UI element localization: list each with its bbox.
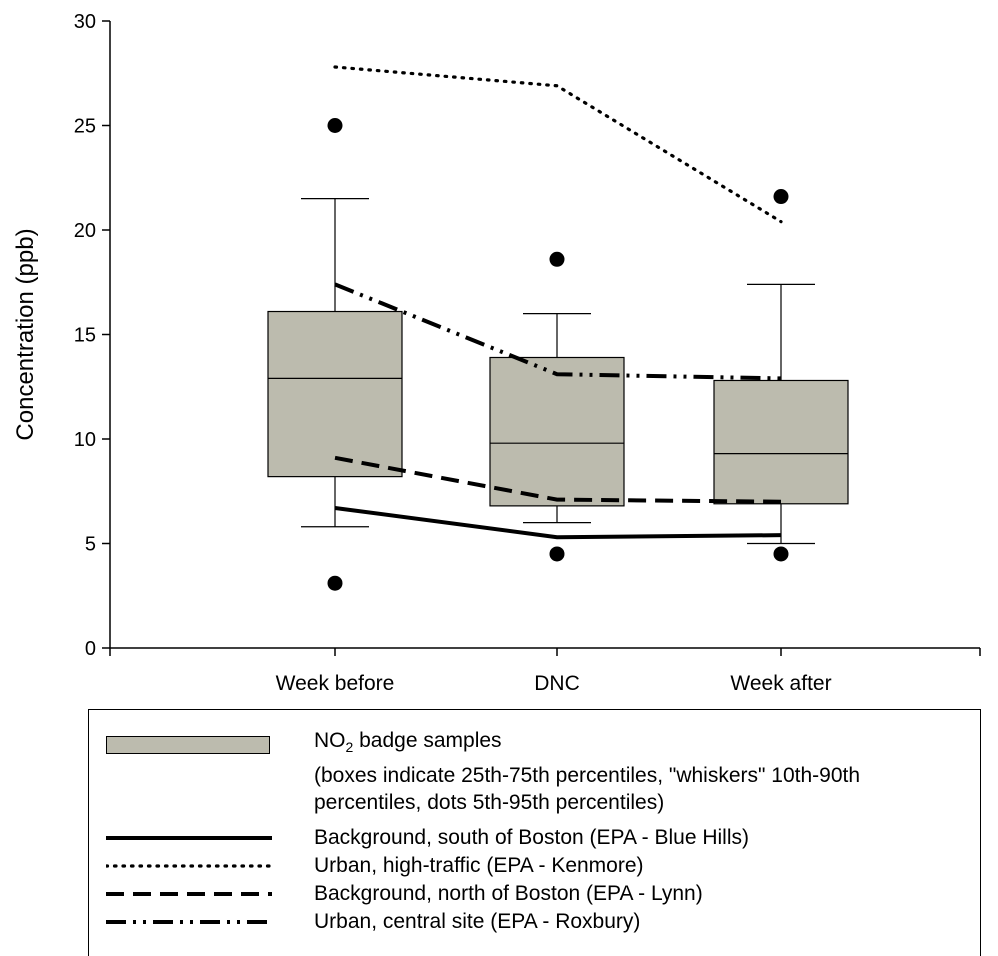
legend-swatch-line [106, 892, 272, 896]
y-tick-label: 25 [74, 116, 96, 138]
legend-label: Background, north of Boston (EPA - Lynn) [314, 882, 703, 905]
legend-label-badge-sub: 2 [345, 739, 354, 756]
outlier-dot-p95 [327, 118, 343, 133]
y-tick-label: 0 [85, 638, 96, 660]
series-line-dotted [333, 65, 783, 224]
legend-label: Urban, central site (EPA - Roxbury) [314, 910, 641, 933]
series-line-dash-dot-dot [334, 282, 782, 381]
box-iqr [489, 356, 625, 507]
legend-label: Background, south of Boston (EPA - Blue … [314, 826, 749, 849]
legend-swatch-line [106, 836, 272, 840]
x-tick-label: Week after [730, 672, 831, 695]
y-tick-label: 5 [85, 534, 96, 556]
series-line-dashed [334, 455, 782, 504]
axis-labels: Week before DNC Week after Concentration (p… [12, 228, 832, 695]
outlier-dot-p95 [549, 251, 565, 267]
outlier-dot-p5 [773, 546, 789, 562]
boxes [267, 118, 849, 591]
series-lines [333, 65, 783, 540]
y-axis-title: Concentration (ppb) [12, 228, 39, 440]
outlier-dot-p95 [773, 189, 789, 205]
legend-swatch-box [106, 736, 270, 754]
x-tick-label: DNC [534, 672, 580, 695]
box-plot-chart: 0 5 10 15 20 25 30 Week before DNC Week after Con… [12, 11, 981, 695]
legend-swatch-line [106, 920, 272, 924]
legend-label-badge: NO2 badge samples [314, 728, 502, 760]
y-tick-label: 15 [74, 325, 96, 347]
box-iqr [713, 379, 849, 505]
y-tick-label: 10 [74, 429, 96, 451]
outlier-dot-p5 [549, 546, 565, 562]
legend-note-line2: percentiles, dots 5th-95th percentiles) [314, 791, 665, 814]
series-line-solid [334, 505, 782, 540]
legend-label-badge-main: NO [314, 729, 346, 752]
legend: NO2 badge samples (boxes indicate 25th-7… [88, 709, 981, 956]
legend-swatch-line [106, 864, 274, 868]
outlier-dot-p5 [327, 575, 343, 591]
y-tick-label: 20 [74, 220, 96, 242]
legend-note-line1: (boxes indicate 25th-75th percentiles, "… [314, 764, 861, 787]
legend-label-badge-rest: badge samples [353, 729, 502, 752]
x-tick-label: Week before [276, 672, 395, 695]
legend-label: Urban, high-traffic (EPA - Kenmore) [314, 854, 644, 877]
box-iqr [267, 310, 403, 478]
axes: 0 5 10 15 20 25 30 [74, 11, 981, 660]
y-tick-label: 30 [74, 11, 96, 33]
